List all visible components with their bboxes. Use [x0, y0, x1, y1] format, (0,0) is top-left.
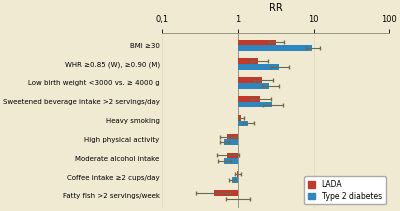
Bar [232, 177, 238, 183]
Bar [237, 172, 238, 177]
Bar [238, 58, 258, 64]
Title: RR: RR [269, 3, 283, 13]
Bar [238, 96, 260, 102]
Bar [238, 102, 272, 107]
Bar [227, 153, 238, 158]
Bar [238, 64, 279, 70]
Bar [238, 115, 240, 121]
Bar [238, 40, 276, 45]
Bar [224, 158, 238, 164]
Bar [238, 45, 312, 51]
Bar [238, 77, 262, 83]
Legend: LADA, Type 2 diabetes: LADA, Type 2 diabetes [304, 176, 386, 204]
Bar [224, 139, 238, 145]
Bar [238, 121, 248, 126]
Bar [227, 134, 238, 139]
Bar [238, 83, 270, 89]
Bar [214, 190, 238, 196]
